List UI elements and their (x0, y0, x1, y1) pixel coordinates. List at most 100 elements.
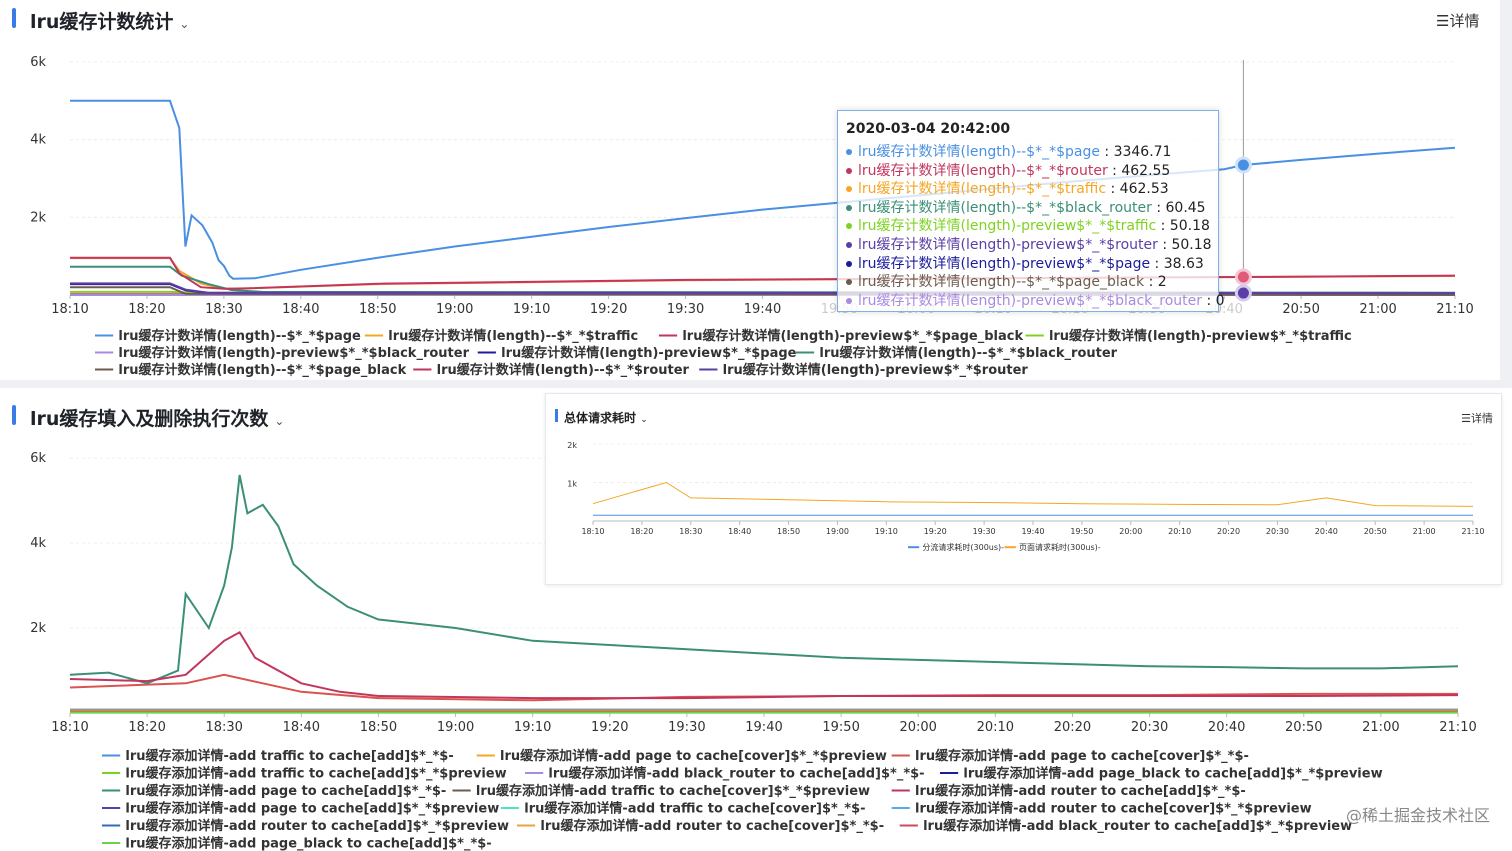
title-accent (555, 409, 558, 422)
fill-delete-line-chart[interactable]: 6k 4k 2k 18:10 18:20 18:30 18:40 18:50 19:00 19:1… (0, 388, 1512, 851)
x-tick-label: 18:50 (359, 302, 396, 317)
y-tick-label: 6k (30, 451, 46, 466)
inset-title-text: 总体请求耗时 (564, 411, 637, 425)
legend-entry[interactable]: lru缓存添加详情-add black_router to cache[add]… (923, 818, 1352, 834)
x-tick-label: 19:20 (924, 527, 947, 536)
legend-entry[interactable]: lru缓存添加详情-add traffic to cache[add]$*_*$… (125, 748, 453, 764)
count-chart-panel: lru缓存计数统计 ⌄ ☰详情 6k 4k 2k 18:10 18:20 18:30 18:4… (0, 0, 1500, 380)
inset-title[interactable]: 总体请求耗时 ⌄ (564, 409, 648, 426)
series-line[interactable] (70, 99, 1456, 280)
x-tick-label: 18:30 (205, 302, 242, 317)
legend-entry[interactable]: lru缓存添加详情-add traffic to cache[cover]$*_… (476, 783, 870, 799)
x-tick-label: 20:40 (1208, 720, 1245, 735)
count-line-chart[interactable]: 6k 4k 2k 18:10 18:20 18:30 18:40 18:50 19:00 19:1… (0, 0, 1500, 380)
series-line[interactable] (69, 630, 1459, 700)
legend-entry[interactable]: lru缓存计数详情(length)--$*_*$page (118, 328, 361, 344)
x-tick-label: 19:10 (514, 720, 551, 735)
x-tick-label: 21:00 (1359, 302, 1396, 317)
legend-entry[interactable]: lru缓存添加详情-add page to cache[cover]$*_*$- (915, 748, 1249, 764)
x-tick-label: 20:20 (1054, 720, 1091, 735)
legend-entry[interactable]: lru缓存添加详情-add page to cache[add]$*_*$- (125, 783, 446, 799)
panel-title[interactable]: lru缓存填入及删除执行次数 ⌄ (30, 404, 284, 431)
legend-entry[interactable]: lru缓存添加详情-add router to cache[cover]$*_*… (540, 818, 884, 834)
tooltip-series-value: : 3346.71 (1099, 144, 1172, 160)
legend-entry[interactable]: lru缓存计数详情(length)--$*_*$black_router (819, 345, 1117, 361)
legend-entry[interactable]: lru缓存计数详情(length)-preview$*_*$page_black (682, 328, 1023, 344)
x-tick-label: 18:10 (581, 527, 604, 536)
y-tick-label: 2k (30, 210, 46, 225)
tooltip-row: lru缓存计数详情(length)-preview$*_*$router : 5… (846, 234, 1212, 254)
detail-button[interactable]: ☰详情 (1436, 10, 1479, 31)
x-tick-label: 19:20 (590, 302, 627, 317)
request-time-inset: 总体请求耗时 ⌄ ☰详情 2k 1k 18:10 18:20 18:30 18:40 18:… (545, 393, 1502, 585)
x-tick-label: 18:10 (51, 302, 88, 317)
legend-entry[interactable]: lru缓存计数详情(length)-preview$*_*$page (501, 345, 797, 361)
series-dot-icon (846, 149, 852, 155)
legend-entry[interactable]: lru缓存添加详情-add page to cache[cover]$*_*$p… (500, 748, 887, 764)
legend-entry[interactable]: lru缓存添加详情-add page_black to cache[add]$*… (125, 836, 491, 851)
chevron-down-icon[interactable]: ⌄ (274, 414, 285, 428)
x-tick-label: 21:10 (1439, 720, 1476, 735)
legend-entry[interactable]: lru缓存添加详情-add traffic to cache[add]$*_*$… (125, 766, 506, 782)
x-tick-label: 21:00 (1362, 720, 1399, 735)
chart-tooltip: 2020-03-04 20:42:00 lru缓存计数详情(length)--$… (837, 110, 1225, 312)
tooltip-row: lru缓存计数详情(length)-preview$*_*$black_rout… (846, 290, 1225, 310)
tooltip-row: lru缓存计数详情(length)--$*_*$page_black : 2 (846, 271, 1167, 291)
detail-button[interactable]: ☰详情 (1461, 410, 1493, 426)
x-tick-label: 18:50 (777, 527, 800, 536)
y-tick-label: 4k (30, 536, 46, 551)
legend-entry[interactable]: lru缓存添加详情-add black_router to cache[add]… (548, 766, 924, 782)
legend-entry[interactable]: lru缓存添加详情-add page_black to cache[add]$*… (963, 766, 1382, 782)
legend-entry[interactable]: lru缓存添加详情-add router to cache[add]$*_*$p… (125, 818, 509, 834)
x-tick-label: 20:40 (1315, 527, 1338, 536)
series-line[interactable] (69, 474, 1459, 685)
x-tick-label: 18:10 (51, 720, 88, 735)
x-tick-label: 19:00 (437, 720, 474, 735)
tooltip-series-name: lru缓存计数详情(length)--$*_*$page_black (858, 274, 1145, 291)
legend-entry[interactable]: 分流请求耗时(300us)- (922, 542, 1004, 552)
legend-entry[interactable]: lru缓存计数详情(length)-preview$*_*$traffic (1049, 328, 1352, 344)
legend-entry[interactable]: lru缓存计数详情(length)--$*_*$router (437, 362, 690, 378)
panel-title-text: lru缓存填入及删除执行次数 (30, 408, 269, 430)
request-time-line-chart[interactable]: 2k 1k 18:10 18:20 18:30 18:40 18:50 19:00 19:10 1… (546, 394, 1501, 584)
series-line[interactable] (70, 286, 1456, 296)
x-tick-label: 19:30 (668, 720, 705, 735)
legend-entry[interactable]: lru缓存计数详情(length)--$*_*$traffic (388, 328, 638, 344)
tooltip-series-name: lru缓存计数详情(length)-preview$*_*$page (858, 255, 1151, 272)
x-tick-label: 21:10 (1436, 302, 1473, 317)
tooltip-series-name: lru缓存计数详情(length)--$*_*$router (858, 162, 1108, 179)
legend-entry[interactable]: lru缓存计数详情(length)--$*_*$page_black (118, 362, 406, 378)
series-line[interactable] (70, 282, 1456, 295)
tooltip-series-value: : 0 (1202, 292, 1225, 309)
detail-label: 详情 (1449, 12, 1480, 30)
legend-entry[interactable]: lru缓存添加详情-add router to cache[add]$*_*$- (915, 783, 1246, 799)
watermark: @稀土掘金技术社区 (1345, 806, 1490, 825)
legend-entry[interactable]: lru缓存计数详情(length)-preview$*_*$router (723, 362, 1029, 378)
tooltip-series-value: : 462.53 (1106, 181, 1169, 198)
legend-entry[interactable]: lru缓存添加详情-add traffic to cache[cover]$*_… (524, 801, 865, 817)
x-tick-label: 18:20 (128, 302, 165, 317)
tooltip-row: lru缓存计数详情(length)--$*_*$traffic : 462.53 (846, 178, 1169, 198)
hover-marker[interactable] (1234, 156, 1252, 174)
legend-entry[interactable]: 页面请求耗时(300us)- (1019, 542, 1101, 552)
x-tick-label: 18:40 (283, 720, 320, 735)
legend-entry[interactable]: lru缓存添加详情-add page to cache[add]$*_*$pre… (125, 801, 499, 817)
series-dot-icon (846, 260, 852, 267)
legend-entry[interactable]: lru缓存计数详情(length)-preview$*_*$black_rout… (118, 345, 469, 361)
x-tick-label: 20:10 (977, 720, 1014, 735)
title-accent (12, 8, 16, 28)
x-tick-label: 19:50 (822, 720, 859, 735)
panel-title[interactable]: lru缓存计数统计 ⌄ (30, 7, 189, 34)
x-tick-label: 19:40 (745, 720, 782, 735)
x-tick-label: 20:00 (899, 720, 936, 735)
series-dot-icon (846, 204, 852, 211)
x-tick-label: 21:10 (1461, 527, 1484, 536)
hover-marker[interactable] (1234, 284, 1252, 302)
legend-entry[interactable]: lru缓存添加详情-add router to cache[cover]$*_*… (915, 801, 1312, 817)
series-line[interactable] (592, 481, 1474, 507)
chevron-down-icon[interactable]: ⌄ (179, 17, 190, 31)
x-tick-label: 20:50 (1285, 720, 1322, 735)
x-tick-label: 20:30 (1131, 720, 1168, 735)
chevron-down-icon[interactable]: ⌄ (640, 415, 648, 425)
hover-marker[interactable] (1234, 268, 1252, 286)
